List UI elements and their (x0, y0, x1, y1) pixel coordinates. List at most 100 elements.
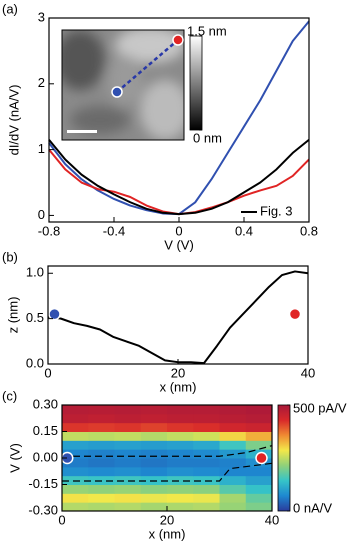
heat-cell (88, 502, 115, 512)
heat-cell (140, 440, 168, 450)
heat-cell (62, 413, 89, 424)
heat-cell (167, 466, 194, 477)
heat-cell (219, 422, 247, 432)
legend-label: Fig. 3 (260, 203, 293, 218)
heat-cell (140, 493, 168, 503)
y-tick-label: 2 (38, 75, 45, 90)
marker (255, 451, 268, 465)
heat-cell (245, 440, 273, 450)
x-tick-label: -0.8 (38, 223, 60, 238)
y-tick-label: 3 (38, 9, 45, 24)
heat-cell (193, 493, 220, 503)
heat-cell (88, 449, 115, 459)
x-tick-label: 0 (44, 365, 51, 380)
y-tick-label: 1 (38, 141, 45, 156)
panel-label: (b) (2, 249, 18, 264)
inset-colorbar-label: 0 nm (193, 130, 222, 145)
heat-cell (219, 493, 247, 503)
heat-cell (193, 422, 220, 432)
heat-cell (245, 413, 273, 424)
heat-cell (245, 475, 273, 485)
heat-cell (219, 405, 247, 415)
heat-cell (88, 458, 115, 468)
heat-cell (245, 502, 273, 512)
heat-cell (62, 405, 89, 415)
heat-cell (114, 422, 142, 432)
x-tick-label: 20 (160, 512, 174, 527)
heat-cell (167, 502, 194, 512)
heat-cell (167, 431, 194, 441)
heat-cell (219, 475, 247, 485)
heat-cell (193, 458, 220, 468)
heat-cell (88, 413, 115, 424)
heat-cell (219, 431, 247, 441)
y-tick-label: 0 (38, 207, 45, 222)
heat-cell (140, 422, 168, 432)
heat-cell (62, 431, 89, 441)
heat-cell (140, 458, 168, 468)
panel-label: (a) (2, 1, 18, 16)
heat-cell (167, 413, 194, 424)
heat-cell (62, 493, 89, 503)
heat-cell (193, 449, 220, 459)
heat-cell (193, 413, 220, 424)
heat-cell (62, 475, 89, 485)
y-tick-label: 0.30 (33, 396, 58, 411)
heat-cell (219, 458, 247, 468)
heat-cell (193, 431, 220, 441)
inset-colorbar-label: 1.5 nm (187, 23, 227, 38)
marker (288, 307, 302, 321)
heat-cell (219, 484, 247, 494)
x-tick-label: 0 (175, 223, 182, 238)
heat-cell (88, 405, 115, 415)
contour-line (62, 462, 273, 482)
x-tick-label: 0.8 (300, 223, 318, 238)
y-axis-label: dI/dV (nA/V) (6, 85, 21, 156)
inset-image (61, 29, 203, 141)
heat-cell (114, 405, 142, 415)
colorbar-label: 500 pA/V (293, 400, 347, 415)
y-tick-label: 0.15 (33, 423, 58, 438)
axes-frame (47, 265, 309, 365)
heat-cell (88, 431, 115, 441)
x-axis-label: x (nm) (149, 526, 186, 541)
heat-cell (62, 484, 89, 494)
heat-cell (62, 440, 89, 450)
heat-cell (193, 405, 220, 415)
heat-cell (167, 405, 194, 415)
data-line (47, 270, 309, 365)
heat-cell (219, 502, 247, 512)
x-tick-label: 0 (58, 512, 65, 527)
panel-label: (c) (2, 388, 17, 403)
heat-cell (88, 484, 115, 494)
colorbar (277, 404, 291, 512)
heat-cell (114, 502, 142, 512)
contour-line (62, 445, 273, 457)
heat-cell (114, 413, 142, 424)
heat-cell (193, 466, 220, 477)
heat-cell (167, 449, 194, 459)
data-line (48, 138, 310, 216)
colorbar-label: 0 nA/V (293, 500, 332, 515)
topography-texture (62, 30, 184, 140)
heat-cell (219, 413, 247, 424)
y-tick-label: -0.15 (28, 476, 58, 491)
y-tick-label: 0.5 (26, 310, 44, 325)
heat-cell (167, 440, 194, 450)
marker (48, 307, 61, 321)
y-tick-label: 0.00 (33, 449, 58, 464)
heat-cell (140, 449, 168, 459)
heat-cell (140, 405, 168, 415)
heat-cell (88, 466, 115, 477)
heat-cell (167, 422, 194, 432)
heat-cell (62, 422, 89, 432)
end-dot (172, 34, 184, 46)
y-tick-label: -0.30 (28, 502, 58, 517)
heat-cell (193, 475, 220, 485)
heat-cell (167, 475, 194, 485)
heat-cell (88, 493, 115, 503)
heat-cell (193, 502, 220, 512)
heat-cell (245, 493, 273, 503)
heat-cell (114, 466, 142, 477)
